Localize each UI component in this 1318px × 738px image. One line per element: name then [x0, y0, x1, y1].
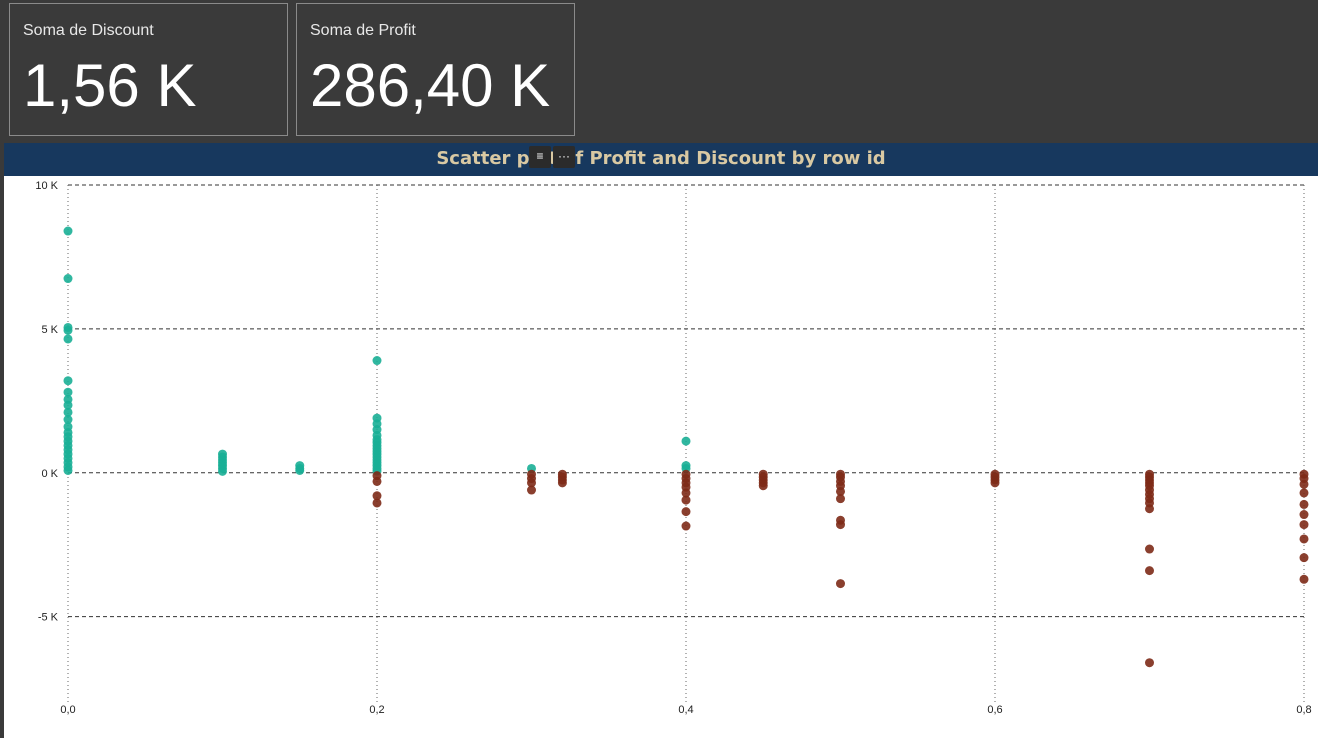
data-point [1299, 488, 1309, 498]
visual-title-bar: Scatter plot of Profit and Discount by r… [4, 143, 1318, 176]
x-tick-label: 0,6 [987, 704, 1002, 716]
data-point [295, 465, 305, 475]
data-point [218, 466, 227, 476]
data-point [681, 507, 691, 517]
data-point [681, 521, 691, 531]
data-point [836, 579, 845, 589]
data-point [372, 476, 382, 486]
y-tick-label: 10 K [35, 180, 58, 192]
data-point [836, 520, 845, 530]
data-point [527, 478, 536, 488]
data-point [372, 356, 382, 366]
x-tick-label: 0,2 [369, 704, 384, 716]
data-point [1299, 534, 1309, 544]
kpi-label-profit: Soma de Profit [310, 22, 416, 39]
data-point [1299, 574, 1309, 584]
data-point [758, 481, 768, 491]
data-point [527, 485, 536, 495]
visual-header-icons: ≡ ··· [529, 146, 575, 168]
data-point [1145, 566, 1154, 576]
data-point [1299, 553, 1309, 563]
data-point [63, 226, 73, 236]
data-point [681, 495, 691, 505]
kpi-label-discount: Soma de Discount [23, 22, 154, 39]
data-point [63, 400, 73, 410]
data-point [63, 465, 73, 475]
data-point [681, 488, 691, 498]
scatter-chart-svg: 10 K 5 K 0 K -5 K 0,0 0,2 0,4 0,6 0,8 [35, 180, 1311, 716]
data-point [1299, 510, 1309, 520]
filter-icon[interactable]: ≡ [529, 146, 551, 168]
scatter-visual[interactable]: Scatter plot of Profit and Discount by r… [4, 143, 1318, 738]
kpi-value-profit: 286,40 K [310, 52, 551, 119]
x-tick-label: 0,8 [1296, 704, 1311, 716]
y-tick-label: -5 K [38, 612, 59, 624]
data-point [1299, 520, 1309, 530]
y-tick-label: 5 K [41, 324, 58, 336]
data-point [372, 498, 382, 508]
data-point [1299, 479, 1309, 489]
data-point [372, 491, 382, 501]
data-point [1299, 499, 1309, 509]
data-point [1145, 544, 1154, 554]
data-point [990, 478, 1000, 488]
kpi-value-discount: 1,56 K [23, 52, 197, 119]
data-point [836, 486, 845, 496]
x-tick-label: 0,0 [60, 704, 75, 716]
data-point [681, 436, 691, 446]
x-tick-label: 0,4 [678, 704, 693, 716]
data-point [63, 334, 73, 344]
data-point [63, 415, 73, 425]
y-tick-label: 0 K [41, 468, 58, 480]
data-point [63, 325, 73, 335]
data-point [63, 274, 73, 284]
data-point [1145, 658, 1154, 668]
data-point [557, 478, 567, 488]
more-options-icon[interactable]: ··· [553, 146, 575, 168]
kpi-card-profit[interactable]: Soma de Profit 286,40 K [296, 3, 575, 136]
data-point [63, 387, 73, 397]
data-point [1145, 504, 1154, 514]
data-point [63, 407, 73, 417]
data-point [836, 494, 845, 504]
data-point [63, 376, 73, 386]
kpi-card-discount[interactable]: Soma de Discount 1,56 K [9, 3, 288, 136]
